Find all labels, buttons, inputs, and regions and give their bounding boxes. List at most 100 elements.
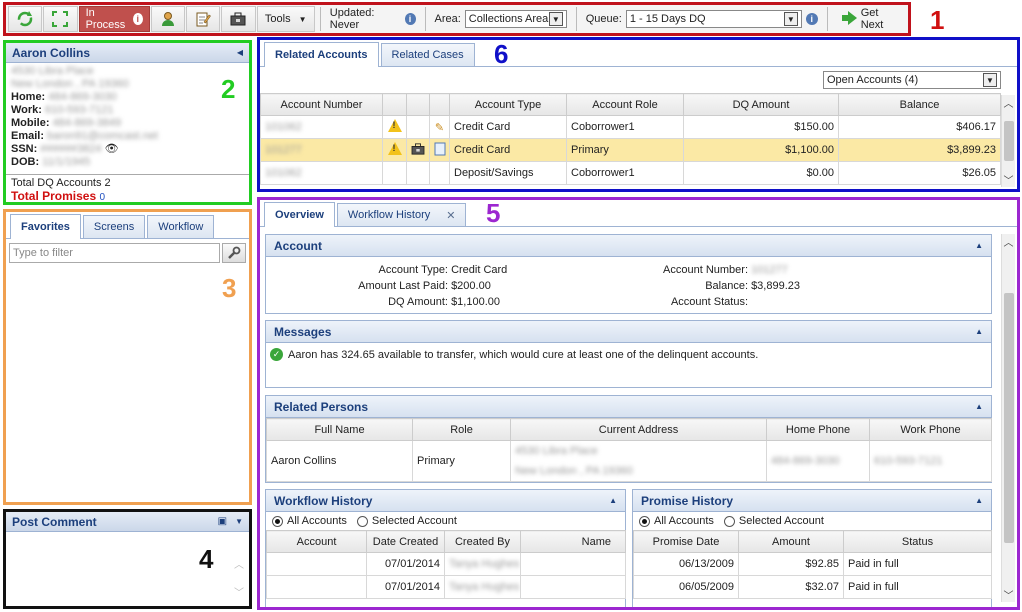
customer-button[interactable] [150,6,186,32]
collapse-left-icon[interactable]: ◀ [236,48,243,57]
address-line-2: New London , PA 19360 [11,78,129,90]
tab-overview[interactable]: Overview [264,202,335,227]
tab-related-accounts[interactable]: Related Accounts [264,42,379,67]
total-promises-label: Total Promises [11,189,97,203]
radio-selected-account[interactable] [723,515,735,527]
table-row[interactable]: 06/05/2009 $32.07 Paid in full [633,575,992,599]
notes-button[interactable] [186,6,221,32]
eye-icon[interactable]: 👁 [104,143,119,155]
column-header[interactable]: Date Created [366,530,445,553]
chevron-down-icon: ﹀ [1003,176,1014,187]
table-row[interactable]: 07/01/2014 Tanya Hughes [266,552,626,576]
check-circle-icon: ✓ [270,348,283,361]
scroll-thumb[interactable] [1003,121,1014,161]
total-promises[interactable]: Total Promises 0 [11,190,244,204]
workflow-history-header[interactable]: Workflow History ▲ [266,490,625,512]
area-select[interactable]: Collections Area ▼ [464,10,567,28]
account-section-header[interactable]: Account ▲ [266,235,991,257]
column-header[interactable]: Full Name [266,418,413,441]
column-header[interactable]: Role [412,418,511,441]
account-number: 101062 [265,167,302,179]
close-icon[interactable]: ✕ [446,209,456,222]
column-header[interactable]: Status [843,530,992,553]
column-header[interactable]: Account [266,530,367,553]
table-row[interactable]: 101062 ✎ Credit Card Coborrower1 $150.00… [260,115,1001,139]
chevron-down-icon: ▼ [783,12,798,26]
customer-name: Aaron Collins [12,45,91,60]
briefcase-button[interactable] [221,6,256,32]
promise-status: Paid in full [843,575,992,599]
overview-panel: Overview Workflow History ✕ Account ▲ Ac… [257,197,1020,610]
tools-button[interactable] [222,243,246,263]
table-row[interactable]: 06/13/2009 $92.85 Paid in full [633,552,992,576]
chevron-down-icon[interactable]: ▼ [235,517,243,526]
column-header[interactable]: Home Phone [766,418,870,441]
account-number: 101277 [265,144,302,156]
info-icon[interactable]: i [404,13,416,25]
comment-scrollbar[interactable]: ︿ ﹀ [234,552,244,608]
column-header [382,93,407,116]
tab-workflow[interactable]: Workflow [147,215,215,238]
person-name: Aaron Collins [266,440,413,482]
messages-section-header[interactable]: Messages ▲ [266,321,991,343]
account-section-title: Account [274,238,322,253]
column-header[interactable]: Work Phone [869,418,992,441]
overview-scrollbar[interactable]: ︿ ﹀ [1001,234,1015,602]
tab-favorites[interactable]: Favorites [10,214,81,239]
table-row-selected[interactable]: 101277 Credit Card Primary $1,100.00 $3,… [260,138,1001,162]
tab-workflow-history[interactable]: Workflow History ✕ [336,203,467,226]
tools-menu[interactable]: Tools ▼ [256,6,315,32]
expand-button[interactable] [43,6,78,32]
collapse-icon[interactable]: ▲ [975,327,983,336]
in-process-button[interactable]: In Process i [78,6,150,32]
refresh-button[interactable] [8,6,43,32]
collapse-icon[interactable]: ▲ [975,402,983,411]
column-header[interactable]: Account Type [449,93,567,116]
open-accounts-select[interactable]: Open Accounts (4) ▼ [823,71,1001,89]
pencil-icon[interactable]: ✎ [434,121,445,134]
column-header[interactable]: Created By [444,530,521,553]
person-address-line-1: 4530 Libra Place [515,445,598,457]
column-header[interactable]: Current Address [510,418,767,441]
comment-textarea[interactable] [6,532,229,606]
radio-all-accounts[interactable] [639,515,650,527]
info-icon[interactable]: i [805,13,818,25]
radio-selected-account[interactable] [356,515,368,527]
collapse-icon[interactable]: ▲ [975,496,983,505]
column-header[interactable]: DQ Amount [683,93,839,116]
amount-last-paid-value: $200.00 [451,280,491,292]
tab-screens[interactable]: Screens [82,215,146,238]
accounts-filter-row: Open Accounts (4) ▼ [260,67,1017,93]
workflow-filter: All Accounts Selected Account [266,512,625,530]
amount-last-paid-label: Amount Last Paid: [358,280,448,292]
post-comment-panel: Post Comment ▣ ▼ ︿ ﹀ [3,509,252,609]
radio-all-accounts[interactable] [272,515,283,527]
filter-input[interactable]: Type to filter [9,243,220,263]
column-header[interactable]: Promise Date [633,530,739,553]
email-value: baron91@comcast.net [47,130,158,142]
workflow-name [520,552,626,576]
queue-select[interactable]: 1 - 15 Days DQ ▼ [625,10,802,28]
favorites-panel: Favorites Screens Workflow Type to filte… [3,209,252,505]
collapse-icon[interactable]: ▲ [975,241,983,250]
column-header[interactable]: Name [520,530,626,553]
briefcase-icon[interactable] [411,142,425,155]
messages-section: Messages ▲ ✓ Aaron has 324.65 available … [265,320,992,388]
table-row[interactable]: 07/01/2014 Tanya Hughes [266,575,626,599]
related-persons-header[interactable]: Related Persons ▲ [266,396,991,418]
get-next-button[interactable]: Get Next [832,6,905,32]
scroll-thumb[interactable] [1003,293,1014,543]
column-header[interactable]: Account Number [260,93,383,116]
accounts-scrollbar[interactable]: ︿ ﹀ [1001,95,1015,187]
post-comment-header: Post Comment ▣ ▼ [6,512,249,532]
document-icon[interactable] [434,142,446,156]
collapse-icon[interactable]: ▲ [609,496,617,505]
table-row[interactable]: 101062 Deposit/Savings Coborrower1 $0.00… [260,161,1001,185]
table-row[interactable]: Aaron Collins Primary 4530 Libra Place N… [266,440,992,482]
column-header[interactable]: Account Role [566,93,684,116]
save-icon[interactable]: ▣ [217,516,228,527]
tab-related-cases[interactable]: Related Cases [380,43,475,66]
promise-history-header[interactable]: Promise History ▲ [633,490,991,512]
column-header[interactable]: Balance [838,93,1001,116]
column-header[interactable]: Amount [738,530,844,553]
